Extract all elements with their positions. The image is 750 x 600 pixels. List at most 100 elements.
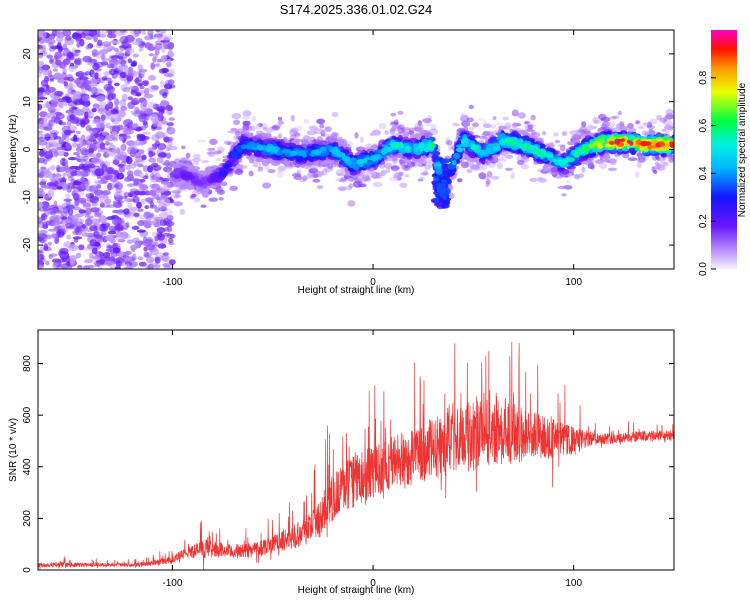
spectrogram-cell bbox=[404, 174, 410, 178]
spectrogram-cell bbox=[246, 145, 252, 149]
spectrogram-cell bbox=[126, 239, 134, 244]
spectrogram-cell bbox=[143, 87, 150, 96]
spectrogram-cell bbox=[565, 180, 571, 184]
spectrogram-cell bbox=[136, 229, 146, 233]
spectrogram-cell bbox=[188, 165, 196, 169]
spectrogram-cell bbox=[70, 178, 76, 184]
spectrogram-cell bbox=[331, 111, 339, 118]
spectrogram-cell bbox=[152, 58, 157, 63]
spectrogram-cell bbox=[433, 163, 442, 167]
spectrogram-cell bbox=[125, 47, 135, 55]
spectrogram-cell bbox=[162, 91, 168, 99]
spectrogram-cell bbox=[82, 99, 91, 108]
spectrogram-cell bbox=[106, 63, 115, 69]
spectrogram-cell bbox=[130, 146, 136, 154]
spectrogram-cell bbox=[146, 237, 153, 243]
spectrogram-cell bbox=[117, 59, 127, 65]
spectrogram-cell bbox=[74, 33, 82, 42]
spectrogram-cell bbox=[156, 227, 166, 234]
spectrogram-cell bbox=[91, 156, 101, 165]
spectrogram-cell bbox=[245, 125, 252, 132]
spectrogram-cell bbox=[124, 260, 131, 265]
spectrogram-cell bbox=[164, 226, 170, 232]
spectrogram-cell bbox=[210, 178, 218, 183]
spectrogram-cell bbox=[114, 191, 122, 198]
spectrogram-cell bbox=[118, 56, 124, 61]
spectrogram-cell bbox=[424, 146, 430, 153]
spectrogram-cell bbox=[168, 146, 178, 151]
spectrogram-cell bbox=[128, 145, 138, 154]
spectrogram-cell bbox=[45, 112, 52, 119]
spectrogram-cell bbox=[319, 140, 328, 146]
spectrogram-cell bbox=[68, 244, 79, 252]
spectrogram-cell bbox=[103, 44, 113, 52]
spectrogram-cell bbox=[142, 175, 149, 180]
spectrogram-cell bbox=[76, 156, 84, 160]
spectrogram-cell bbox=[53, 55, 58, 61]
spectrogram-cell bbox=[155, 30, 161, 33]
spectrogram-cell bbox=[38, 237, 44, 242]
spectrogram-cell bbox=[606, 160, 611, 164]
spectrogram-cell bbox=[127, 203, 133, 209]
spectrogram-cell bbox=[106, 243, 111, 251]
spectrogram-cell bbox=[250, 125, 256, 132]
spectrogram-cell bbox=[101, 33, 106, 38]
spectrogram-cell bbox=[111, 125, 121, 133]
spectrogram-cell bbox=[362, 178, 367, 185]
spectrogram-cell bbox=[51, 214, 62, 221]
spectrogram-cell bbox=[370, 155, 378, 162]
spectrogram-cell bbox=[134, 153, 142, 159]
spectrogram-cell bbox=[139, 230, 149, 238]
spectrogram-cell bbox=[404, 145, 412, 151]
spectrogram-cell bbox=[277, 116, 283, 121]
spectrogram-cell bbox=[635, 120, 640, 124]
spectrogram-cell bbox=[91, 187, 96, 191]
spectrogram-cell bbox=[112, 159, 120, 165]
spectrogram-cell bbox=[78, 163, 86, 170]
spectrogram-cell bbox=[273, 149, 278, 154]
spectrogram-cell bbox=[116, 172, 125, 180]
spectrogram-cell bbox=[294, 140, 300, 146]
spectrogram-cell bbox=[38, 254, 44, 262]
spectrogram-cell bbox=[92, 63, 100, 71]
spectrogram-cell bbox=[218, 197, 224, 201]
spectrogram-cell bbox=[335, 169, 344, 176]
spectrogram-cell bbox=[428, 136, 436, 141]
spectrogram-cell bbox=[97, 107, 107, 115]
spectrogram-cell bbox=[112, 156, 122, 162]
spectrogram-cell bbox=[308, 167, 319, 174]
spectrogram-cell bbox=[587, 124, 594, 131]
spectrogram-cell bbox=[73, 193, 80, 201]
spectrogram-cell bbox=[131, 178, 141, 182]
spectrogram-cell bbox=[63, 198, 72, 202]
spectrogram-cell bbox=[457, 178, 463, 183]
spectrogram-cell bbox=[40, 168, 51, 175]
spectrogram-cell bbox=[138, 172, 144, 178]
spectrogram-cell bbox=[38, 192, 42, 197]
spectrogram-cell bbox=[156, 37, 166, 41]
spectrogram-cell bbox=[151, 126, 156, 132]
spectrogram-cell bbox=[505, 167, 513, 171]
spectrogram-cell bbox=[509, 141, 517, 146]
spectrogram-cell bbox=[119, 99, 127, 108]
spectrogram-cell bbox=[85, 193, 94, 199]
spectrogram-cell bbox=[552, 159, 557, 163]
spectrogram-cell bbox=[111, 72, 118, 79]
spectrogram-cell bbox=[359, 136, 364, 144]
spectrogram-cell bbox=[58, 121, 67, 126]
spectrogram-cell bbox=[468, 126, 475, 131]
spectrogram-cell bbox=[142, 80, 150, 86]
spectrogram-cell bbox=[151, 134, 160, 142]
spectrogram-cell bbox=[109, 40, 120, 44]
spectrogram-cell bbox=[80, 169, 90, 177]
spectrogram-cell bbox=[68, 82, 73, 91]
spectrogram-cell bbox=[485, 180, 490, 188]
spectrogram-cell bbox=[578, 157, 585, 162]
spectrogram-cell bbox=[393, 168, 398, 173]
spectrogram-cell bbox=[192, 158, 202, 162]
spectrogram-cell bbox=[161, 67, 170, 74]
spectrogram-cell bbox=[54, 90, 64, 97]
spectrogram-cell bbox=[593, 119, 601, 125]
spectrogram-cell bbox=[316, 185, 324, 190]
spectrogram-cell bbox=[76, 36, 82, 41]
